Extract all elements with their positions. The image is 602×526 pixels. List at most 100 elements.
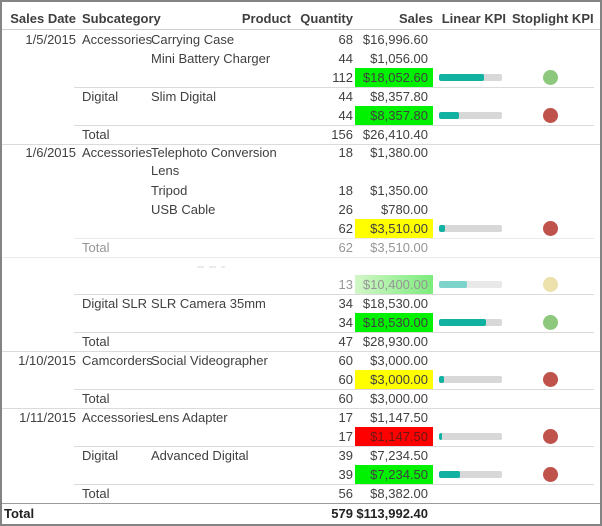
cell-sales: $7,234.50 bbox=[370, 448, 428, 463]
detail-row: Digital Advanced Digital 39 $7,234.50 bbox=[2, 446, 600, 465]
cell-product: Advanced Digital bbox=[151, 448, 249, 463]
subtotal-kpi-row: 17 $1,147.50 bbox=[2, 427, 600, 446]
cell-quantity: 13 bbox=[338, 277, 353, 292]
cell-total-label: Total bbox=[82, 240, 110, 255]
grand-total-row: Total 579 $113,992.40 bbox=[2, 503, 600, 524]
cell-sales: $113,992.40 bbox=[356, 506, 428, 521]
cell-product: Carrying Case bbox=[151, 32, 235, 47]
cell-total-label: Total bbox=[82, 127, 110, 142]
faded-gap-row bbox=[2, 257, 600, 275]
column-header-sales: Sales bbox=[399, 11, 433, 26]
cell-quantity: 60 bbox=[338, 372, 353, 387]
cell-sales: $3,000.00 bbox=[370, 391, 428, 406]
cell-product: Social Videographer bbox=[151, 353, 268, 368]
cell-quantity: 62 bbox=[338, 221, 353, 236]
cell-quantity: 39 bbox=[338, 448, 353, 463]
cell-product: Mini Battery Charger bbox=[151, 51, 271, 66]
column-header-subcategory: Subcategory bbox=[82, 11, 161, 26]
detail-row: 1/10/2015 Camcorders Social Videographer… bbox=[2, 351, 600, 370]
cell-subcategory: Digital bbox=[82, 448, 119, 463]
cell-subcategory: Digital SLR bbox=[82, 296, 148, 311]
cell-sales-kpi: $7,234.50 bbox=[355, 465, 433, 484]
cell-sales: $8,357.80 bbox=[370, 89, 428, 104]
column-header-product: Product bbox=[241, 11, 291, 26]
cell-quantity: 47 bbox=[338, 334, 353, 349]
cell-sales-date: 1/10/2015 bbox=[18, 353, 76, 368]
cell-product: USB Cable bbox=[151, 202, 216, 217]
cell-sales: $1,380.00 bbox=[370, 145, 428, 160]
detail-row: Mini Battery Charger 44 $1,056.00 bbox=[2, 49, 600, 68]
stoplight-kpi-indicator bbox=[542, 221, 558, 236]
linear-kpi-bar bbox=[439, 433, 502, 440]
cell-sales-kpi: $18,052.60 bbox=[355, 68, 433, 87]
cell-quantity: 156 bbox=[331, 127, 353, 142]
cell-sales-date: 1/6/2015 bbox=[25, 145, 76, 160]
linear-kpi-fill bbox=[439, 376, 445, 383]
detail-row: Digital SLR SLR Camera 35mm 34 $18,530.0… bbox=[2, 294, 600, 313]
linear-kpi-bar bbox=[439, 376, 502, 383]
linear-kpi-fill bbox=[439, 112, 460, 119]
detail-row: Digital Slim Digital 44 $8,357.80 bbox=[2, 87, 600, 106]
stoplight-kpi-indicator bbox=[542, 315, 558, 330]
group-total-row: Total 60 $3,000.00 bbox=[2, 389, 600, 408]
group-total-row: Total 47 $28,930.00 bbox=[2, 332, 600, 351]
subtotal-kpi-row: 34 $18,530.00 bbox=[2, 313, 600, 332]
detail-row: USB Cable 26 $780.00 bbox=[2, 200, 600, 219]
stoplight-kpi-indicator bbox=[542, 277, 558, 292]
cell-sales: $1,147.50 bbox=[370, 410, 428, 425]
cell-sales-kpi: $18,530.00 bbox=[355, 313, 433, 332]
header-row: Sales Date Subcategory Product Quantity … bbox=[2, 8, 600, 30]
cell-quantity: 26 bbox=[338, 202, 353, 217]
stoplight-kpi-indicator bbox=[542, 429, 558, 444]
cell-sales-kpi: $8,357.80 bbox=[355, 106, 433, 125]
cell-sales: $780.00 bbox=[381, 202, 428, 217]
detail-row: 1/6/2015 Accessories Telephoto Conversio… bbox=[2, 144, 600, 181]
cell-sales: $18,530.00 bbox=[362, 296, 428, 311]
subtotal-kpi-row: 39 $7,234.50 bbox=[2, 465, 600, 484]
cell-subcategory: Accessories bbox=[82, 32, 153, 47]
cell-quantity: 62 bbox=[338, 240, 353, 255]
linear-kpi-bar bbox=[439, 74, 502, 81]
subtotal-kpi-row: 112 $18,052.60 bbox=[2, 68, 600, 87]
group-total-row: Total 156 $26,410.40 bbox=[2, 125, 600, 144]
cell-sales: $8,382.00 bbox=[370, 486, 428, 501]
stoplight-kpi-indicator bbox=[542, 108, 558, 123]
linear-kpi-bar bbox=[439, 225, 502, 232]
stoplight-kpi-indicator bbox=[542, 70, 558, 85]
stoplight-kpi-indicator bbox=[542, 467, 558, 482]
cell-grand-total-label: Total bbox=[4, 506, 35, 521]
cell-product: SLR Camera 35mm bbox=[151, 296, 266, 311]
cell-quantity: 579 bbox=[331, 506, 353, 521]
cell-quantity: 18 bbox=[338, 183, 353, 198]
cell-total-label: Total bbox=[82, 391, 110, 406]
subtotal-kpi-row: 62 $3,510.00 bbox=[2, 219, 600, 238]
column-header-quantity: Quantity bbox=[300, 11, 353, 26]
subtotal-kpi-row: 60 $3,000.00 bbox=[2, 370, 600, 389]
linear-kpi-fill bbox=[439, 433, 443, 440]
cell-product: Slim Digital bbox=[151, 89, 217, 104]
linear-kpi-fill bbox=[439, 319, 486, 326]
cell-quantity: 17 bbox=[338, 429, 353, 444]
cell-product: Telephoto Conversion Lens bbox=[151, 145, 277, 178]
cell-total-label: Total bbox=[82, 486, 110, 501]
cell-sales: $3,510.00 bbox=[370, 240, 428, 255]
linear-kpi-fill bbox=[439, 225, 446, 232]
detail-row: 1/5/2015 Accessories Carrying Case 68 $1… bbox=[2, 30, 600, 49]
cell-sales: $28,930.00 bbox=[362, 334, 428, 349]
cell-total-label: Total bbox=[82, 334, 110, 349]
linear-kpi-bar bbox=[439, 112, 502, 119]
linear-kpi-fill bbox=[439, 281, 468, 288]
cell-quantity: 34 bbox=[338, 315, 353, 330]
detail-row: 1/11/2015 Accessories Lens Adapter 17 $1… bbox=[2, 408, 600, 427]
linear-kpi-fill bbox=[439, 74, 485, 81]
cell-quantity: 56 bbox=[338, 486, 353, 501]
cell-quantity: 44 bbox=[338, 89, 353, 104]
subtotal-kpi-row-faded: 13 $10,400.00 bbox=[2, 275, 600, 294]
linear-kpi-bar bbox=[439, 471, 502, 478]
group-total-row: Total 56 $8,382.00 bbox=[2, 484, 600, 503]
cell-subcategory: Camcorders bbox=[82, 353, 153, 368]
linear-kpi-fill bbox=[439, 471, 460, 478]
cell-sales-date: 1/11/2015 bbox=[19, 410, 76, 425]
cell-sales-kpi: $10,400.00 bbox=[355, 275, 433, 294]
